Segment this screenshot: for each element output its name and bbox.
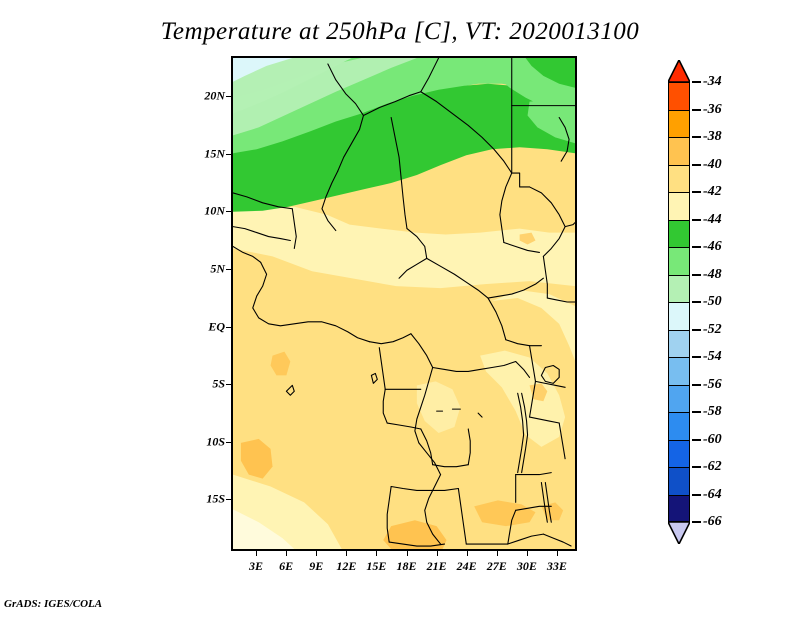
colorbar-tick-label: -62 bbox=[703, 459, 722, 474]
y-axis-tick-mark bbox=[226, 384, 231, 386]
colorbar-tick-mark bbox=[692, 191, 701, 193]
colorbar-tick-mark bbox=[692, 246, 701, 248]
colorbar-band bbox=[668, 219, 690, 247]
x-axis-tick-mark bbox=[436, 551, 438, 556]
colorbar: -34 -36 -38 -40 -42 -44 -46 -48 -50 -52 -54 -56 -58 -… bbox=[667, 59, 722, 560]
y-axis-tick-label: 15S bbox=[206, 491, 225, 506]
x-axis-tick-label: 33E bbox=[546, 559, 567, 573]
colorbar-tick-mark bbox=[692, 273, 701, 276]
colorbar-band bbox=[668, 82, 690, 110]
colorbar-tick-mark bbox=[692, 328, 701, 331]
colorbar-tick-label: -50 bbox=[703, 294, 722, 309]
colorbar-band bbox=[668, 412, 690, 440]
colorbar-tick-label: -38 bbox=[703, 129, 722, 144]
y-axis-tick-label: 15N bbox=[204, 146, 225, 161]
x-axis-tick-label: 15E bbox=[366, 559, 387, 573]
x-axis-tick-mark bbox=[256, 551, 258, 556]
colorbar-tick-mark bbox=[692, 163, 701, 166]
colorbar-band bbox=[668, 384, 690, 412]
x-axis-tick-label: 3E bbox=[249, 559, 264, 573]
colorbar-tick-label: -44 bbox=[703, 211, 722, 227]
colorbar-tick-label: -40 bbox=[703, 156, 722, 172]
colorbar-tick-label: -54 bbox=[703, 349, 722, 364]
x-axis-tick-label: 18E bbox=[396, 559, 417, 573]
colorbar-tick-mark bbox=[692, 383, 701, 386]
colorbar-tick-label: -34 bbox=[703, 74, 722, 89]
x-axis-tick-mark bbox=[526, 551, 528, 556]
map-plot-area bbox=[231, 56, 577, 551]
colorbar-band bbox=[668, 274, 690, 302]
colorbar-band bbox=[668, 247, 690, 275]
colorbar-tick-mark bbox=[692, 356, 701, 358]
x-axis-tick-label: 12E bbox=[336, 559, 357, 573]
colorbar-tick-label: -36 bbox=[703, 101, 722, 117]
y-axis-tick-mark bbox=[226, 211, 231, 213]
x-axis-tick-label: 6E bbox=[279, 559, 294, 573]
colorbar-tick-label: -66 bbox=[703, 514, 722, 529]
x-axis-tick-mark bbox=[496, 551, 498, 556]
x-axis-tick-label: 9E bbox=[309, 559, 324, 573]
y-axis-tick-mark bbox=[226, 268, 231, 270]
colorbar-band bbox=[668, 439, 690, 467]
y-axis-tick-label: 5N bbox=[210, 261, 225, 276]
colorbar-tick-label: -42 bbox=[703, 184, 722, 199]
colorbar-band bbox=[668, 164, 690, 192]
colorbar-band bbox=[668, 329, 690, 357]
x-axis-tick-label: 27E bbox=[486, 559, 507, 573]
colorbar-over-arrow bbox=[667, 59, 691, 83]
y-axis-tick-label: 10N bbox=[204, 203, 225, 218]
y-axis-tick-label: 5S bbox=[212, 376, 225, 391]
y-axis-tick-label: 10S bbox=[206, 434, 225, 449]
x-axis-tick-mark bbox=[376, 551, 378, 556]
x-axis-tick-mark bbox=[316, 551, 318, 556]
colorbar-tick-mark bbox=[692, 521, 701, 523]
colorbar-tick-mark bbox=[692, 301, 701, 303]
colorbar-tick-mark bbox=[692, 136, 701, 138]
x-axis-tick-mark bbox=[466, 551, 468, 556]
colorbar-under-arrow bbox=[667, 521, 691, 545]
y-axis-tick-label: EQ bbox=[208, 319, 225, 334]
temperature-field-map bbox=[233, 58, 575, 549]
y-axis-tick-mark bbox=[226, 326, 231, 328]
x-axis-tick-label: 24E bbox=[456, 559, 477, 573]
y-axis-tick-mark bbox=[226, 153, 231, 155]
colorbar-band bbox=[668, 467, 690, 495]
x-axis-tick-mark bbox=[286, 551, 288, 556]
colorbar-band bbox=[668, 109, 690, 137]
colorbar-tick-mark bbox=[692, 81, 701, 83]
colorbar-tick-label: -48 bbox=[703, 266, 722, 282]
y-axis-tick-mark bbox=[226, 441, 231, 443]
colorbar-tick-mark bbox=[692, 493, 701, 496]
colorbar-tick-mark bbox=[692, 218, 701, 221]
colorbar-band bbox=[668, 137, 690, 165]
x-axis-tick-label: 30E bbox=[516, 559, 537, 573]
colorbar-band bbox=[668, 302, 690, 330]
colorbar-tick-label: -60 bbox=[703, 431, 722, 447]
x-axis-tick-mark bbox=[346, 551, 348, 556]
x-axis-tick-mark bbox=[556, 551, 558, 556]
colorbar-tick-mark bbox=[692, 411, 701, 413]
colorbar-tick-mark bbox=[692, 466, 701, 468]
colorbar-tick-label: -46 bbox=[703, 239, 722, 254]
colorbar-band bbox=[668, 357, 690, 385]
colorbar-tick-mark bbox=[692, 108, 701, 111]
colorbar-tick-label: -52 bbox=[703, 321, 722, 337]
page-title: Temperature at 250hPa [C], VT: 202001310… bbox=[160, 18, 640, 45]
y-axis-tick-mark bbox=[226, 499, 231, 501]
colorbar-band bbox=[668, 494, 690, 522]
x-axis-tick-label: 21E bbox=[426, 559, 447, 573]
grads-credit: GrADS: IGES/COLA bbox=[4, 598, 103, 610]
y-axis-tick-label: 20N bbox=[204, 88, 225, 103]
colorbar-tick-label: -58 bbox=[703, 404, 722, 419]
colorbar-tick-mark bbox=[692, 438, 701, 441]
colorbar-tick-label: -64 bbox=[703, 486, 722, 502]
x-axis-tick-mark bbox=[406, 551, 408, 556]
colorbar-tick-label: -56 bbox=[703, 376, 722, 392]
y-axis-tick-mark bbox=[226, 96, 231, 98]
colorbar-band bbox=[668, 192, 690, 220]
